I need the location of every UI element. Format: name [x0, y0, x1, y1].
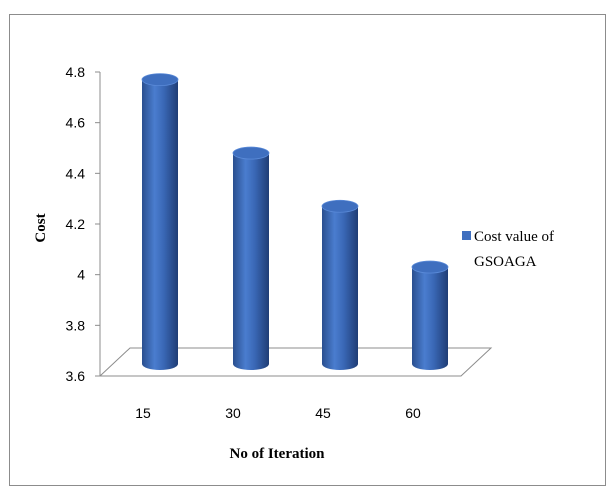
y-tick-label: 4	[77, 267, 85, 283]
legend-label-line-1: Cost value of	[474, 229, 554, 245]
y-tick-label: 3.6	[66, 368, 86, 384]
x-tick-label: 45	[315, 405, 331, 421]
x-tick-label: 15	[135, 405, 151, 421]
y-tick-label: 4.2	[66, 216, 86, 232]
axes	[95, 71, 493, 377]
legend-swatch	[462, 231, 471, 240]
x-axis-title: No of Iteration	[230, 446, 326, 462]
bar-top	[321, 199, 359, 213]
y-tick-label: 4.8	[66, 64, 86, 80]
chart-floor	[98, 347, 493, 377]
bar-top	[141, 73, 179, 86]
bar-body	[233, 153, 269, 370]
x-tick-label: 30	[225, 405, 241, 421]
y-tick-label: 4.4	[66, 165, 86, 181]
y-ticks	[95, 71, 100, 377]
y-axis-title: Cost	[33, 213, 49, 242]
bar-body	[142, 79, 178, 370]
x-tick-labels: 15 30 45 60	[135, 405, 421, 421]
bar-body	[322, 206, 358, 370]
y-tick-label: 3.8	[66, 317, 86, 333]
bar-body	[412, 267, 448, 370]
chart-frame	[9, 14, 606, 486]
bar-top	[232, 146, 270, 160]
y-tick-label: 4.6	[66, 115, 86, 131]
bar-15	[141, 73, 179, 370]
bar-30	[232, 146, 270, 370]
legend: Cost value of GSOAGA	[462, 229, 554, 270]
x-tick-label: 60	[405, 405, 421, 421]
legend-label-line-2: GSOAGA	[474, 254, 537, 270]
bar-45	[321, 199, 359, 370]
bar-60	[411, 260, 449, 370]
bars	[141, 73, 449, 370]
bar-top	[411, 260, 449, 274]
y-tick-labels: 3.6 3.8 4 4.2 4.4 4.6 4.8	[66, 64, 86, 384]
